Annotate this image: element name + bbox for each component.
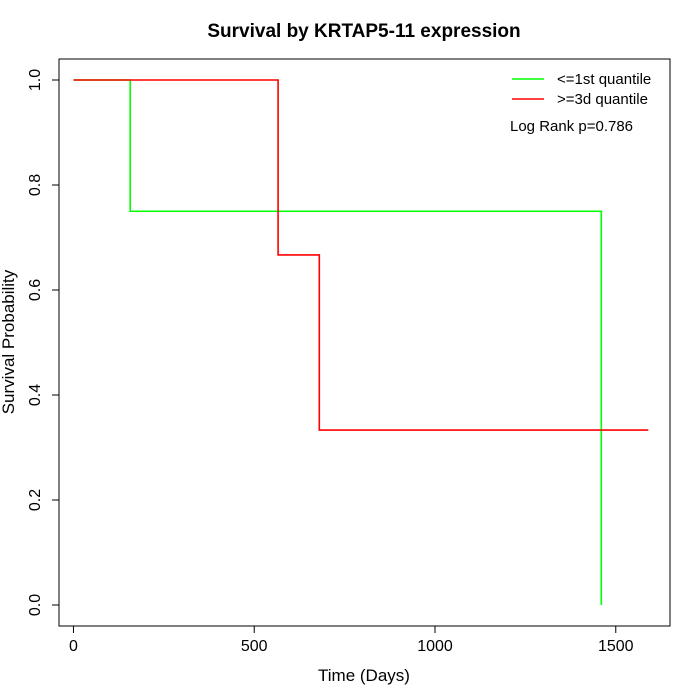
series-group bbox=[73, 79, 649, 605]
x-tick-label: 500 bbox=[241, 638, 268, 655]
x-tick-label: 0 bbox=[69, 638, 78, 655]
series-line-2 bbox=[73, 79, 649, 431]
y-tick-label: 0.4 bbox=[27, 384, 44, 406]
chart-title: Survival by KRTAP5-11 expression bbox=[207, 21, 520, 42]
legend-label: >=3d quantile bbox=[557, 91, 648, 108]
log-rank-annotation: Log Rank p=0.786 bbox=[510, 118, 633, 135]
y-axis: 0.0 0.2 0.4 0.6 0.8 1.0 bbox=[27, 69, 60, 616]
x-tick-label: 1500 bbox=[598, 638, 634, 655]
y-tick-label: 0.0 bbox=[27, 594, 44, 616]
legend: <=1st quantile >=3d quantile bbox=[512, 71, 651, 108]
y-tick-label: 0.8 bbox=[27, 174, 44, 196]
x-axis: 0 500 1000 1500 bbox=[69, 625, 634, 655]
x-axis-label: Time (Days) bbox=[318, 666, 410, 685]
y-tick-label: 0.6 bbox=[27, 279, 44, 301]
y-tick-label: 0.2 bbox=[27, 489, 44, 511]
legend-label: <=1st quantile bbox=[557, 71, 651, 88]
x-tick-label: 1000 bbox=[417, 638, 453, 655]
y-tick-label: 1.0 bbox=[27, 69, 44, 91]
y-axis-label: Survival Probability bbox=[0, 269, 18, 414]
